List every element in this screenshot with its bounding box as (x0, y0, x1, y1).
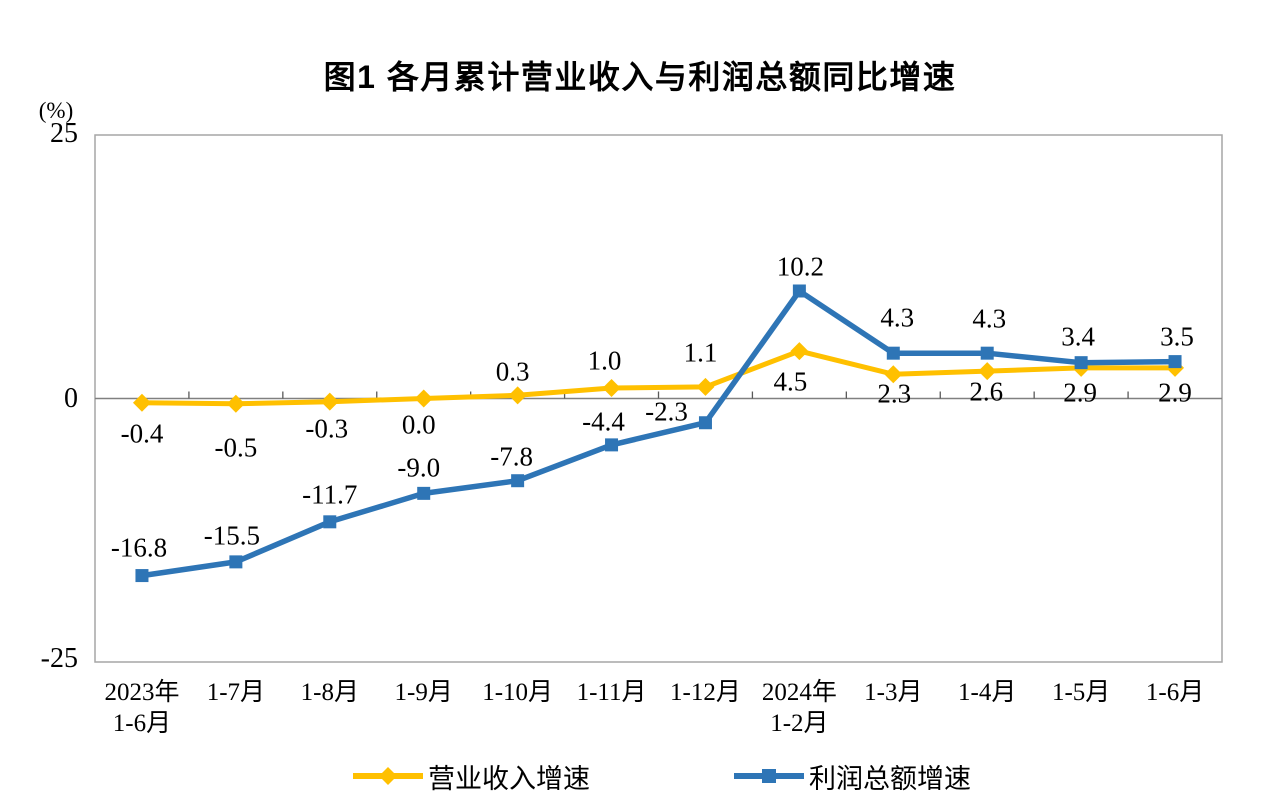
data-label-营业收入增速: -0.3 (305, 413, 349, 444)
marker-square (417, 486, 431, 500)
marker-diamond (320, 392, 339, 411)
marker-diamond (508, 386, 527, 405)
legend-label-revenue: 营业收入增速 (428, 763, 590, 794)
legend-label-profit: 利润总额增速 (809, 763, 971, 794)
legend-item-profit: 利润总额增速 (734, 761, 971, 794)
data-label-营业收入增速: 0.0 (401, 409, 436, 439)
x-axis-label: 1-3月 (864, 679, 923, 706)
y-axis-unit-label: (%) (38, 98, 74, 123)
x-axis-label: 1-4月 (958, 679, 1017, 706)
data-label-利润总额增速: 4.3 (972, 303, 1007, 334)
x-axis-label: 1-9月 (394, 679, 453, 706)
marker-diamond (978, 362, 997, 381)
data-label-营业收入增速: -0.4 (120, 418, 164, 449)
marker-diamond (414, 389, 433, 408)
data-label-营业收入增速: 2.9 (1063, 377, 1097, 408)
data-label-利润总额增速: 4.3 (880, 302, 915, 333)
marker-diamond (226, 394, 245, 413)
series-line-营业收入增速 (141, 348, 1175, 407)
data-label-利润总额增速: -4.4 (582, 406, 625, 437)
marker-square (229, 555, 243, 569)
data-label-营业收入增速: 1.0 (587, 345, 622, 376)
x-axis-label: 1-12月 (670, 679, 741, 706)
y-axis-tick-neg25: -25 (40, 643, 78, 674)
legend-item-revenue: 营业收入增速 (353, 761, 590, 794)
marker-diamond (132, 393, 151, 412)
data-label-利润总额增速: -16.8 (110, 532, 168, 563)
marker-square (135, 569, 149, 583)
marker-square (792, 284, 806, 298)
y-axis-tick-25: 25 (50, 118, 78, 149)
data-label-营业收入增速: -0.5 (214, 432, 258, 463)
x-axis-label: 1-7月 (206, 679, 266, 706)
marker-diamond (790, 342, 809, 361)
data-label-利润总额增速: 3.5 (1160, 321, 1194, 352)
marker-diamond (602, 378, 621, 397)
data-label-利润总额增速: 10.2 (776, 251, 824, 282)
x-axis-label: 1-8月 (300, 679, 359, 706)
x-axis-label: 1-10月 (482, 679, 554, 706)
marker-square (1074, 356, 1088, 370)
data-label-利润总额增速: -2.3 (645, 396, 688, 427)
marker-diamond (696, 377, 715, 396)
marker-square (605, 438, 619, 452)
chart-title: 图1 各月累计营业收入与利润总额同比增速 (323, 59, 957, 95)
data-label-利润总额增速: -11.7 (302, 479, 358, 510)
data-label-利润总额增速: 3.4 (1061, 321, 1095, 352)
data-label-利润总额增速: -9.0 (397, 452, 441, 483)
data-label-利润总额增速: -7.8 (490, 441, 533, 472)
data-label-营业收入增速: 0.3 (495, 356, 530, 387)
data-label-营业收入增速: 2.9 (1158, 377, 1192, 408)
marker-diamond (884, 365, 903, 384)
marker-square (886, 346, 900, 360)
data-label-营业收入增速: 1.1 (683, 337, 718, 368)
x-axis-label: 1-11月 (576, 679, 647, 706)
series-line-利润总额增速 (141, 288, 1176, 579)
marker-square (1168, 355, 1182, 369)
x-axis-label: 2024年 1-2月 (761, 679, 837, 737)
data-label-营业收入增速: 2.6 (969, 376, 1004, 407)
x-axis-label: 1-5月 (1051, 679, 1111, 706)
data-label-营业收入增速: 2.3 (877, 378, 912, 409)
x-axis-label: 1-6月 (1145, 679, 1205, 706)
revenue-line-swatch-icon (353, 767, 423, 785)
marker-square (323, 515, 337, 529)
profit-line-swatch-icon (734, 769, 804, 783)
y-axis-tick-0: 0 (64, 383, 78, 414)
marker-square (980, 346, 994, 360)
marker-square (511, 474, 525, 488)
x-axis-label: 2023年 1-6月 (104, 679, 180, 737)
data-label-利润总额增速: -15.5 (203, 520, 260, 551)
data-label-营业收入增速: 4.5 (773, 366, 808, 397)
marker-square (698, 416, 712, 430)
